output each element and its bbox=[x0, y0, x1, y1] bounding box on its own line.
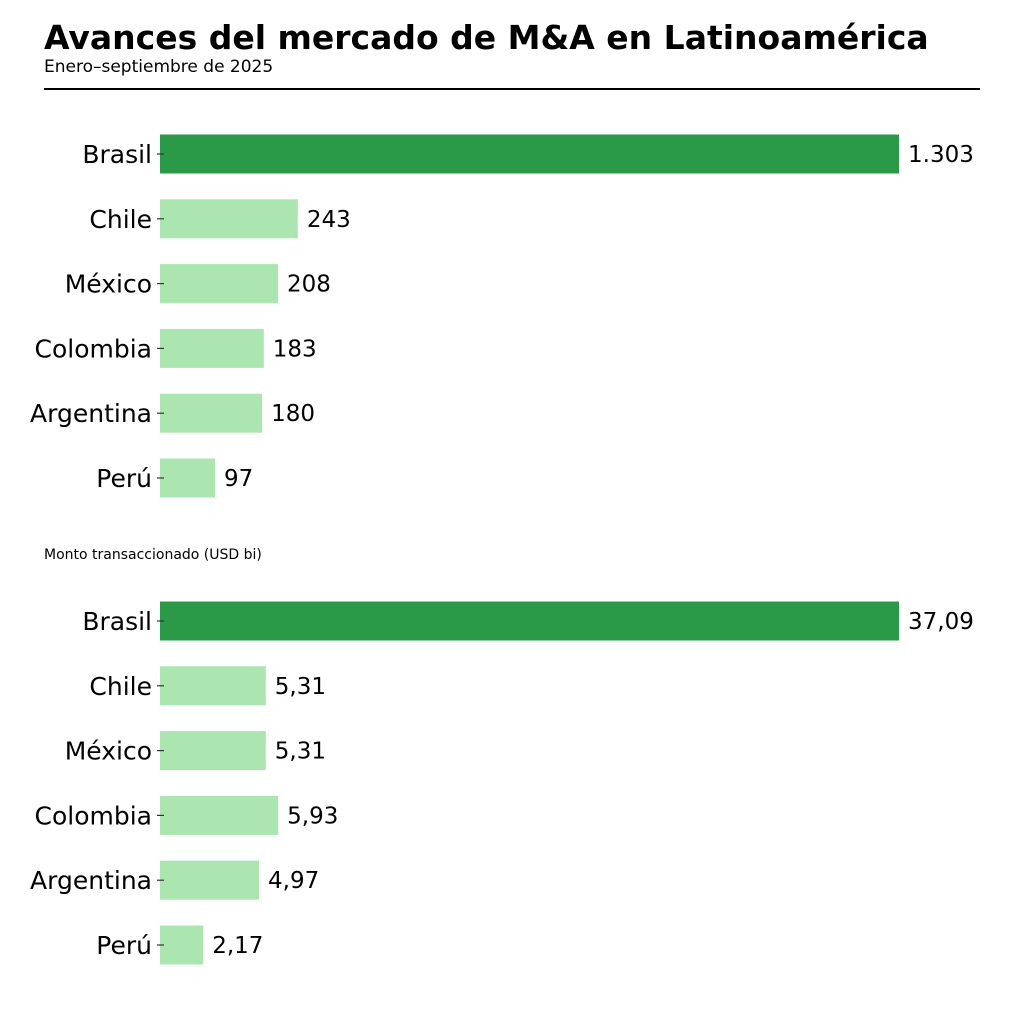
bar-peru bbox=[160, 925, 204, 965]
bar-argentina bbox=[160, 393, 263, 433]
category-label: Argentina bbox=[30, 399, 152, 428]
page-subtitle: Enero–septiembre de 2025 bbox=[44, 57, 274, 77]
value-label: 5,31 bbox=[275, 739, 326, 765]
bar-peru bbox=[160, 458, 216, 498]
bar-chile bbox=[160, 199, 298, 239]
value-label: 2,17 bbox=[212, 933, 263, 959]
amount-panel-title: Monto transaccionado (USD bi) bbox=[44, 547, 262, 563]
value-label: 4,97 bbox=[268, 868, 319, 894]
bar-chile bbox=[160, 666, 266, 706]
bar-colombia bbox=[160, 795, 279, 835]
bar-argentina bbox=[160, 860, 260, 900]
bar-mexico bbox=[160, 731, 266, 771]
value-label: 97 bbox=[224, 466, 253, 492]
bar-brasil bbox=[160, 134, 899, 174]
value-label: 5,31 bbox=[275, 674, 326, 700]
page-title: Avances del mercado de M&A en Latinoamér… bbox=[44, 18, 929, 57]
category-label: Colombia bbox=[35, 801, 152, 830]
value-label: 5,93 bbox=[287, 803, 338, 829]
category-label: México bbox=[65, 737, 152, 766]
header-divider bbox=[44, 88, 980, 90]
value-label: 183 bbox=[273, 336, 317, 362]
category-label: Chile bbox=[89, 672, 152, 701]
value-label: 37,09 bbox=[908, 609, 974, 635]
amount-bar-chart: Brasil 37,09 Chile 5,31 México 5,31 Colombia 5,… bbox=[30, 601, 974, 965]
category-label: Perú bbox=[96, 464, 152, 493]
category-label: Perú bbox=[96, 931, 152, 960]
value-label: 243 bbox=[307, 207, 351, 233]
category-label: México bbox=[65, 270, 152, 299]
bar-mexico bbox=[160, 264, 278, 304]
category-label: Brasil bbox=[82, 607, 152, 636]
deal-count-bar-chart: Brasil 1.303 Chile 243 México 208 Colombia 183 A… bbox=[30, 134, 974, 498]
category-label: Chile bbox=[89, 205, 152, 234]
value-label: 208 bbox=[287, 272, 331, 298]
value-label: 180 bbox=[271, 401, 315, 427]
category-label: Colombia bbox=[35, 334, 152, 363]
value-label: 1.303 bbox=[908, 142, 974, 168]
bar-brasil bbox=[160, 601, 899, 641]
category-label: Brasil bbox=[82, 140, 152, 169]
category-label: Argentina bbox=[30, 866, 152, 895]
bar-colombia bbox=[160, 328, 264, 368]
